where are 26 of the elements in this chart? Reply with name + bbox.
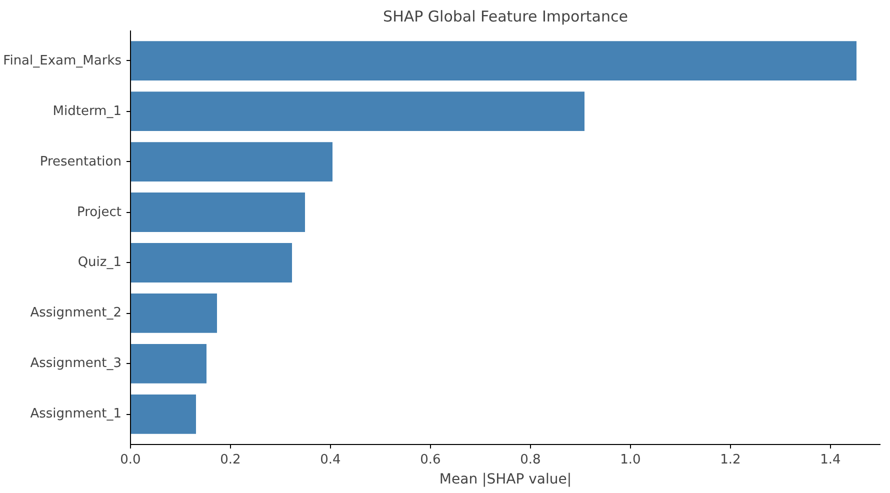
y-tick-label: Assignment_1 — [30, 406, 122, 422]
y-tick-label: Midterm_1 — [52, 104, 122, 119]
bar — [130, 141, 334, 182]
x-tick-label: 1.0 — [620, 452, 641, 468]
bar — [130, 343, 208, 384]
x-tick-label: 1.2 — [720, 452, 741, 468]
x-tick-label: 0.0 — [120, 452, 141, 468]
y-tick-label: Project — [77, 204, 122, 220]
bar — [130, 394, 197, 435]
chart-title: SHAP Global Feature Importance — [383, 8, 628, 26]
y-tick-label: Final_Exam_Marks — [3, 53, 122, 68]
x-axis-title: Mean |SHAP value| — [439, 472, 572, 488]
x-tick-label: 0.6 — [420, 452, 441, 468]
x-tick-label: 1.4 — [820, 452, 841, 468]
y-tick-label: Assignment_2 — [30, 306, 122, 321]
x-tick-label: 0.8 — [520, 452, 541, 468]
y-tick-label: Presentation — [40, 154, 122, 170]
y-tick-label: Assignment_3 — [30, 356, 122, 372]
bar — [130, 292, 218, 334]
x-tick-label: 0.2 — [220, 452, 241, 468]
bar — [130, 40, 858, 82]
x-tick-label: 0.4 — [320, 452, 341, 468]
bar — [130, 90, 586, 132]
bar — [130, 242, 293, 284]
bar — [130, 192, 306, 233]
y-tick-label: Quiz_1 — [78, 255, 122, 270]
